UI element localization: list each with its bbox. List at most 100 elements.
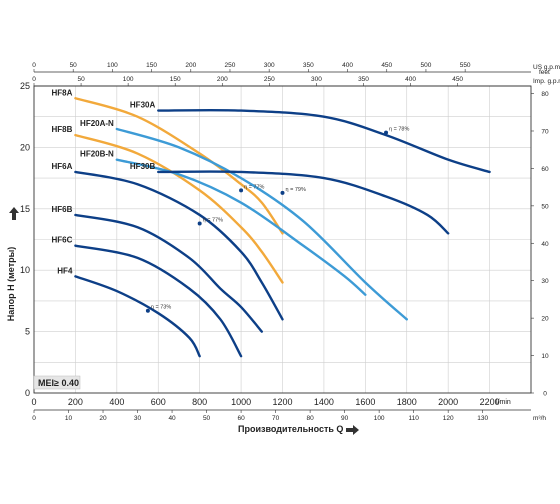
top-axis-unit: Imp. g.p.m. bbox=[533, 78, 560, 85]
top-tick-label: 50 bbox=[77, 76, 85, 83]
efficiency-point bbox=[280, 190, 285, 195]
series-label-hf30a: HF30A bbox=[130, 101, 156, 110]
efficiency-point bbox=[197, 221, 202, 226]
bottom-tick-label: 20 bbox=[99, 415, 107, 422]
y-tick-label: 15 bbox=[20, 204, 30, 214]
efficiency-label: η = 78% bbox=[389, 127, 409, 133]
series-label-hf6a: HF6A bbox=[52, 162, 73, 171]
series-label-hf6c: HF6C bbox=[52, 236, 73, 245]
x-tick-label: 1400 bbox=[314, 397, 334, 407]
efficiency-label: η = 77% bbox=[244, 184, 264, 190]
right-tick-label: 20 bbox=[541, 316, 549, 323]
y-tick-label: 20 bbox=[20, 142, 30, 152]
right-axis-unit: feet bbox=[539, 69, 550, 76]
x-tick-label: 2200 bbox=[480, 397, 500, 407]
efficiency-label: η = 73% bbox=[151, 305, 171, 311]
x-tick-label: 2000 bbox=[438, 397, 458, 407]
x-tick-label: 200 bbox=[68, 397, 83, 407]
y-tick-label: 0 bbox=[25, 388, 30, 398]
right-tick-label: 40 bbox=[541, 241, 549, 248]
grid bbox=[33, 85, 531, 394]
bottom-tick-label: 10 bbox=[65, 415, 73, 422]
series-line-hf30a bbox=[157, 108, 491, 174]
series-line-hf30b bbox=[157, 170, 450, 235]
bottom-tick-label: 90 bbox=[341, 415, 349, 422]
x-tick-label: 800 bbox=[192, 397, 207, 407]
top-tick-label: 200 bbox=[185, 62, 196, 69]
right-tick-label: 0 bbox=[543, 391, 547, 398]
bottom-tick-label: 110 bbox=[408, 415, 419, 422]
top-tick-label: 50 bbox=[70, 62, 78, 69]
x-tick-label: 400 bbox=[109, 397, 124, 407]
top-tick-label: 450 bbox=[381, 62, 392, 69]
bottom-tick-label: 80 bbox=[306, 415, 314, 422]
top-tick-label: 300 bbox=[264, 62, 275, 69]
x-axis-title: Производительность Q bbox=[238, 424, 343, 434]
top-axis-unit: US g.p.m. bbox=[533, 64, 560, 71]
bottom-tick-label: 70 bbox=[272, 415, 280, 422]
top-tick-label: 100 bbox=[123, 76, 134, 83]
y-axis-arrow bbox=[9, 207, 19, 220]
top-tick-label: 200 bbox=[217, 76, 228, 83]
x-tick-label: 1200 bbox=[272, 397, 292, 407]
bottom-tick-label: 50 bbox=[203, 415, 211, 422]
bottom-axis-unit: m³/h bbox=[533, 415, 546, 422]
x-axis-unit: l/min bbox=[496, 399, 511, 406]
series-line-hf6a bbox=[74, 170, 284, 321]
efficiency-labels: η = 78% η = 77% η = 79% η = 77% η = 73% bbox=[145, 127, 409, 313]
x-tick-label: 0 bbox=[31, 397, 36, 407]
right-tick-label: 10 bbox=[541, 353, 549, 360]
series-labels: HF8A HF8B HF20A-N HF20B-N HF30A HF30B HF6A HF6B… bbox=[52, 88, 156, 275]
mei-badge: MEI≥ 0.40 bbox=[33, 375, 81, 390]
y-tick-label: 25 bbox=[20, 81, 30, 91]
x-tick-label: 600 bbox=[151, 397, 166, 407]
series-line-hf6c bbox=[74, 244, 243, 358]
efficiency-label: η = 79% bbox=[286, 187, 306, 193]
top-tick-label: 400 bbox=[342, 62, 353, 69]
x-tick-label: 1600 bbox=[355, 397, 375, 407]
series-label-hf20a-n: HF20A-N bbox=[80, 119, 114, 128]
top-tick-label: 500 bbox=[421, 62, 432, 69]
top-tick-label: 250 bbox=[264, 76, 275, 83]
bottom-tick-label: 120 bbox=[443, 415, 454, 422]
bottom-tick-label: 40 bbox=[168, 415, 176, 422]
right-tick-label: 50 bbox=[541, 203, 549, 210]
bottom-tick-label: 0 bbox=[32, 415, 36, 422]
y-tick-label: 10 bbox=[20, 265, 30, 275]
y-tick-label: 5 bbox=[25, 327, 30, 337]
right-tick-label: 80 bbox=[541, 91, 549, 98]
right-tick-label: 30 bbox=[541, 278, 549, 285]
x-tick-label: 1800 bbox=[397, 397, 417, 407]
series-label-hf20b-n: HF20B-N bbox=[80, 150, 114, 159]
series-label-hf6b: HF6B bbox=[52, 205, 73, 214]
right-tick-label: 70 bbox=[541, 128, 549, 135]
bottom-tick-label: 130 bbox=[477, 415, 488, 422]
right-tick-label: 60 bbox=[541, 166, 549, 173]
efficiency-point bbox=[239, 188, 244, 193]
top-tick-label: 550 bbox=[460, 62, 471, 69]
y-axis-title: Напор H (метры) bbox=[6, 247, 16, 322]
series-label-hf8b: HF8B bbox=[52, 125, 73, 134]
efficiency-point bbox=[145, 308, 150, 313]
top-tick-label: 150 bbox=[170, 76, 181, 83]
bottom-tick-label: 100 bbox=[374, 415, 385, 422]
bottom-tick-label: 30 bbox=[134, 415, 142, 422]
x-tick-label: 1000 bbox=[231, 397, 251, 407]
series-line-hf8b bbox=[74, 133, 284, 284]
top-tick-label: 0 bbox=[32, 62, 36, 69]
top-tick-label: 350 bbox=[303, 62, 314, 69]
top-tick-label: 400 bbox=[405, 76, 416, 83]
series-layer bbox=[74, 97, 491, 358]
top-tick-label: 0 bbox=[32, 76, 36, 83]
top-tick-label: 450 bbox=[452, 76, 463, 83]
x-axis-arrow bbox=[346, 425, 359, 435]
efficiency-label: η = 77% bbox=[203, 218, 223, 224]
series-line-hf20a-n bbox=[115, 127, 408, 321]
bottom-tick-label: 60 bbox=[237, 415, 245, 422]
top-tick-label: 100 bbox=[107, 62, 118, 69]
series-label-hf4: HF4 bbox=[57, 266, 73, 275]
top-tick-label: 350 bbox=[358, 76, 369, 83]
